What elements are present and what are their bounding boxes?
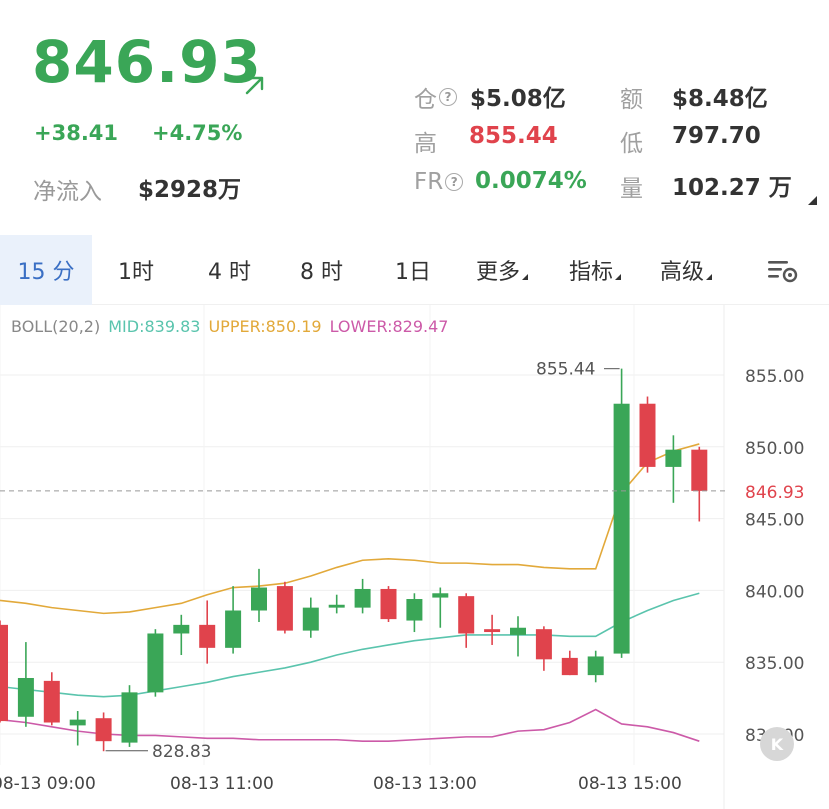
- open-interest-value: $5.08亿: [470, 86, 566, 112]
- funding-rate-value: 0.0074%: [475, 168, 587, 194]
- tab-label: 8 时: [300, 260, 343, 285]
- candle-body: [121, 692, 138, 743]
- x-tick-label: 08-13 09:00: [0, 774, 96, 794]
- candle-body: [251, 587, 267, 611]
- x-tick-label: 08-13 11:00: [170, 774, 274, 794]
- candle-body: [432, 593, 449, 598]
- turnover-label: 额: [620, 87, 643, 113]
- candle-body: [665, 449, 682, 467]
- tab-label: 指标: [569, 260, 614, 285]
- high-value: 855.44: [469, 123, 558, 149]
- y-tick-label: 835.00: [745, 654, 804, 674]
- last-price: 846.93: [32, 28, 262, 96]
- x-tick-label: 08-13 13:00: [373, 774, 477, 794]
- x-tick-label: 08-13 15:00: [578, 774, 682, 794]
- up-right-arrow-icon: [245, 76, 264, 95]
- tab-15m[interactable]: 15 分: [0, 235, 92, 305]
- funding-rate-label[interactable]: FR ?: [414, 169, 464, 195]
- high-label: 高: [414, 131, 437, 157]
- candle-body: [276, 586, 293, 631]
- help-icon[interactable]: ?: [445, 173, 464, 191]
- current-price-label: 846.93: [745, 483, 804, 503]
- tab-label: 15 分: [17, 260, 75, 285]
- candle-body: [173, 624, 190, 634]
- change-percent: +4.75%: [152, 121, 243, 145]
- y-tick-label: 845.00: [745, 511, 804, 531]
- net-inflow-value: $2928万: [138, 177, 242, 203]
- open-interest-label[interactable]: 仓 ?: [414, 80, 457, 114]
- tab-label: 高级: [660, 260, 705, 285]
- open-interest-label-text: 仓: [414, 87, 437, 113]
- low-annotation: 828.83: [152, 742, 211, 762]
- candle-body: [302, 607, 319, 631]
- dropdown-corner-icon: [522, 274, 529, 280]
- candle-body: [587, 656, 604, 676]
- y-tick-label: 855.00: [745, 367, 804, 387]
- tab-label: 1时: [118, 260, 154, 285]
- candle-body: [69, 719, 86, 726]
- tab-advanced[interactable]: 高级: [660, 235, 713, 305]
- dropdown-corner-icon: [615, 274, 622, 280]
- candle-body: [691, 449, 708, 491]
- y-tick-label: 840.00: [745, 582, 804, 602]
- boll-lower: LOWER:829.47: [329, 317, 449, 336]
- tab-4h[interactable]: 4 时: [208, 235, 251, 305]
- dropdown-corner-icon: [706, 274, 713, 280]
- candle-body: [43, 680, 60, 723]
- boll-legend: BOLL(20,2) MID:839.83 UPPER:850.19 LOWER…: [11, 317, 448, 336]
- high-annotation: 855.44: [536, 360, 595, 380]
- turnover-value: $8.48亿: [672, 86, 768, 112]
- volume-label: 量: [620, 176, 643, 202]
- tab-label: 更多: [476, 260, 521, 285]
- kline-chart[interactable]: BOLL(20,2) MID:839.83 UPPER:850.19 LOWER…: [0, 305, 829, 809]
- candle-body: [639, 403, 656, 467]
- net-inflow-label: 净流入: [33, 179, 102, 205]
- boll-upper: UPPER:850.19: [208, 317, 322, 336]
- boll-mid-line: [0, 592, 700, 698]
- help-icon[interactable]: ?: [439, 88, 457, 106]
- candle-body: [95, 718, 112, 742]
- candle-body: [328, 604, 345, 608]
- y-tick-label: 850.00: [745, 439, 804, 459]
- candle-body: [535, 629, 552, 660]
- candlestick-plot[interactable]: 855.00850.00845.00840.00835.00830.00846.…: [0, 305, 829, 809]
- low-value: 797.70: [672, 123, 761, 149]
- tab-8h[interactable]: 8 时: [300, 235, 343, 305]
- candle-body: [0, 624, 8, 722]
- candle-body: [354, 588, 371, 608]
- change-absolute: +38.41: [34, 121, 119, 145]
- candle-body: [199, 624, 216, 648]
- low-label: 低: [620, 131, 643, 157]
- boll-name: BOLL(20,2): [11, 317, 101, 336]
- tab-label: 1日: [395, 260, 431, 285]
- candle-body: [147, 633, 164, 693]
- candle-body: [406, 599, 423, 621]
- candle-body: [613, 403, 630, 654]
- interval-tabs: 15 分 1时 4 时 8 时 1日 更多 指标 高级: [0, 235, 829, 305]
- boll-upper-line: [0, 443, 700, 615]
- tab-1h[interactable]: 1时: [118, 235, 154, 305]
- boll-mid: MID:839.83: [108, 317, 201, 336]
- candle-body: [17, 677, 34, 717]
- current-price-tag-bg: [727, 476, 829, 505]
- tab-indicators[interactable]: 指标: [569, 235, 622, 305]
- tab-more[interactable]: 更多: [476, 235, 529, 305]
- chart-settings-icon[interactable]: [766, 257, 800, 285]
- k-line-float-icon[interactable]: K: [760, 727, 794, 761]
- candle-body: [561, 657, 578, 676]
- candle-body: [380, 588, 397, 620]
- candle-body: [225, 610, 242, 648]
- expand-stats-icon[interactable]: [808, 196, 817, 205]
- candle-body: [484, 629, 501, 633]
- candle-body: [458, 596, 475, 634]
- volume-value: 102.27 万: [672, 175, 792, 201]
- candle-body: [510, 627, 526, 635]
- funding-rate-label-text: FR: [414, 169, 444, 195]
- boll-lower-line: [0, 708, 700, 742]
- ticker-header: 846.93 +38.41 +4.75% 净流入 $2928万 仓 ? $5.0…: [0, 0, 829, 222]
- tab-1d[interactable]: 1日: [395, 235, 431, 305]
- tab-label: 4 时: [208, 260, 251, 285]
